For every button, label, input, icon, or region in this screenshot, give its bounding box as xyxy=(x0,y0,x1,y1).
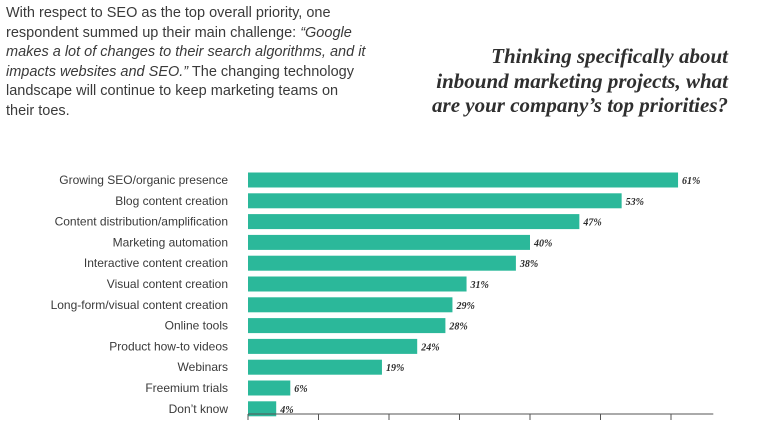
value-label: 6% xyxy=(294,384,307,395)
intro-tail-text: The changing technology landscape will c… xyxy=(6,63,354,119)
bar xyxy=(248,401,277,417)
bar xyxy=(248,359,382,375)
chart-question-title: Thinking specifically about inbound mark… xyxy=(432,44,728,117)
value-label: 40% xyxy=(533,238,552,249)
bar xyxy=(248,255,516,271)
bar xyxy=(248,318,446,334)
value-label: 47% xyxy=(582,218,601,229)
value-label: 19% xyxy=(386,363,404,374)
category-label: Visual content creation xyxy=(107,277,228,291)
intro-paragraph: With respect to SEO as the top overall p… xyxy=(6,4,366,122)
category-label: Webinars xyxy=(178,360,228,374)
value-label: 53% xyxy=(626,197,644,208)
value-label: 29% xyxy=(455,301,474,312)
value-label: 24% xyxy=(420,342,439,353)
category-label: Growing SEO/organic presence xyxy=(59,173,228,187)
category-label: Long-form/visual content creation xyxy=(51,298,228,312)
value-label: 31% xyxy=(470,280,489,291)
category-label: Freemium trials xyxy=(145,381,228,395)
bar xyxy=(248,297,453,313)
value-label: 38% xyxy=(519,259,538,270)
intro-lead-text: With respect to SEO as the top overall p… xyxy=(6,5,331,41)
category-label: Content distribution/amplification xyxy=(55,215,228,229)
category-label: Marketing automation xyxy=(113,235,228,249)
intro-quote-text: “Google makes a lot of changes to their … xyxy=(6,24,366,80)
bar xyxy=(248,214,580,230)
bar xyxy=(248,234,530,250)
bar xyxy=(248,338,418,354)
bar xyxy=(248,276,467,292)
value-label: 28% xyxy=(448,322,467,333)
category-label: Interactive content creation xyxy=(84,256,228,270)
category-label: Blog content creation xyxy=(115,194,228,208)
value-label: 61% xyxy=(682,176,700,187)
bar xyxy=(248,172,679,188)
value-label: 4% xyxy=(279,405,293,416)
category-label: Product how-to videos xyxy=(109,339,228,353)
category-label: Don’t know xyxy=(169,402,229,416)
category-label: Online tools xyxy=(165,319,228,333)
bar xyxy=(248,380,291,396)
bar xyxy=(248,193,622,209)
